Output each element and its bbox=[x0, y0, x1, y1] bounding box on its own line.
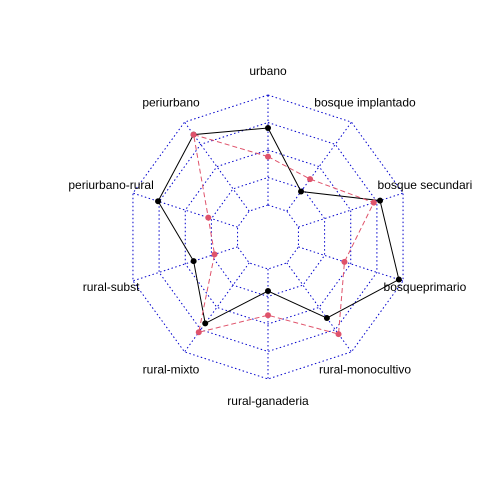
axis-label-6: rural-mixto bbox=[143, 363, 200, 377]
series-1-point-7 bbox=[211, 251, 218, 258]
grid-ring-0 bbox=[237, 204, 299, 270]
series-1-point-4 bbox=[335, 331, 342, 338]
series-0-point-2 bbox=[377, 197, 384, 204]
grid-ring-4 bbox=[132, 94, 404, 380]
axis-label-4: rural-monocultivo bbox=[319, 363, 411, 377]
series-1-point-5 bbox=[265, 312, 271, 319]
series-0-point-4 bbox=[323, 315, 330, 322]
grid-ring-2 bbox=[184, 149, 352, 325]
series-0-point-8 bbox=[155, 198, 162, 205]
radar-series bbox=[155, 125, 402, 338]
series-1-point-2 bbox=[370, 199, 377, 206]
series-0-point-7 bbox=[190, 258, 197, 265]
series-0-point-1 bbox=[298, 188, 305, 195]
axis-label-9: periurbano bbox=[142, 96, 200, 110]
series-1-point-3 bbox=[341, 258, 348, 265]
radar-grid bbox=[132, 94, 404, 380]
series-1 bbox=[190, 131, 377, 338]
series-0-point-0 bbox=[265, 125, 271, 131]
series-1-point-1 bbox=[307, 176, 314, 183]
grid-ring-1 bbox=[210, 176, 326, 298]
series-0-line bbox=[157, 127, 400, 325]
axis-label-1: bosque implantado bbox=[314, 96, 416, 110]
axis-label-0: urbano bbox=[249, 64, 287, 78]
series-1-line bbox=[192, 133, 375, 335]
series-0 bbox=[155, 125, 402, 327]
series-0-point-5 bbox=[265, 288, 271, 294]
series-1-point-9 bbox=[190, 131, 197, 138]
axis-label-8: periurbano-rural bbox=[68, 178, 153, 192]
axis-label-2: bosque secundari bbox=[378, 178, 473, 192]
axis-label-3: bosqueprimario bbox=[384, 280, 467, 294]
series-0-point-6 bbox=[202, 320, 209, 327]
series-1-point-8 bbox=[205, 214, 212, 221]
grid-spoke-2 bbox=[298, 192, 404, 228]
series-0-point-3 bbox=[395, 276, 402, 283]
axis-label-7: rural-subst bbox=[83, 280, 140, 294]
series-1-point-6 bbox=[195, 329, 202, 336]
series-1-point-0 bbox=[265, 153, 271, 160]
axis-labels: urbano bosque implantado bosque secundari b… bbox=[68, 64, 472, 408]
axis-label-5: rural-ganaderia bbox=[227, 394, 309, 408]
grid-spoke-8 bbox=[132, 192, 238, 228]
